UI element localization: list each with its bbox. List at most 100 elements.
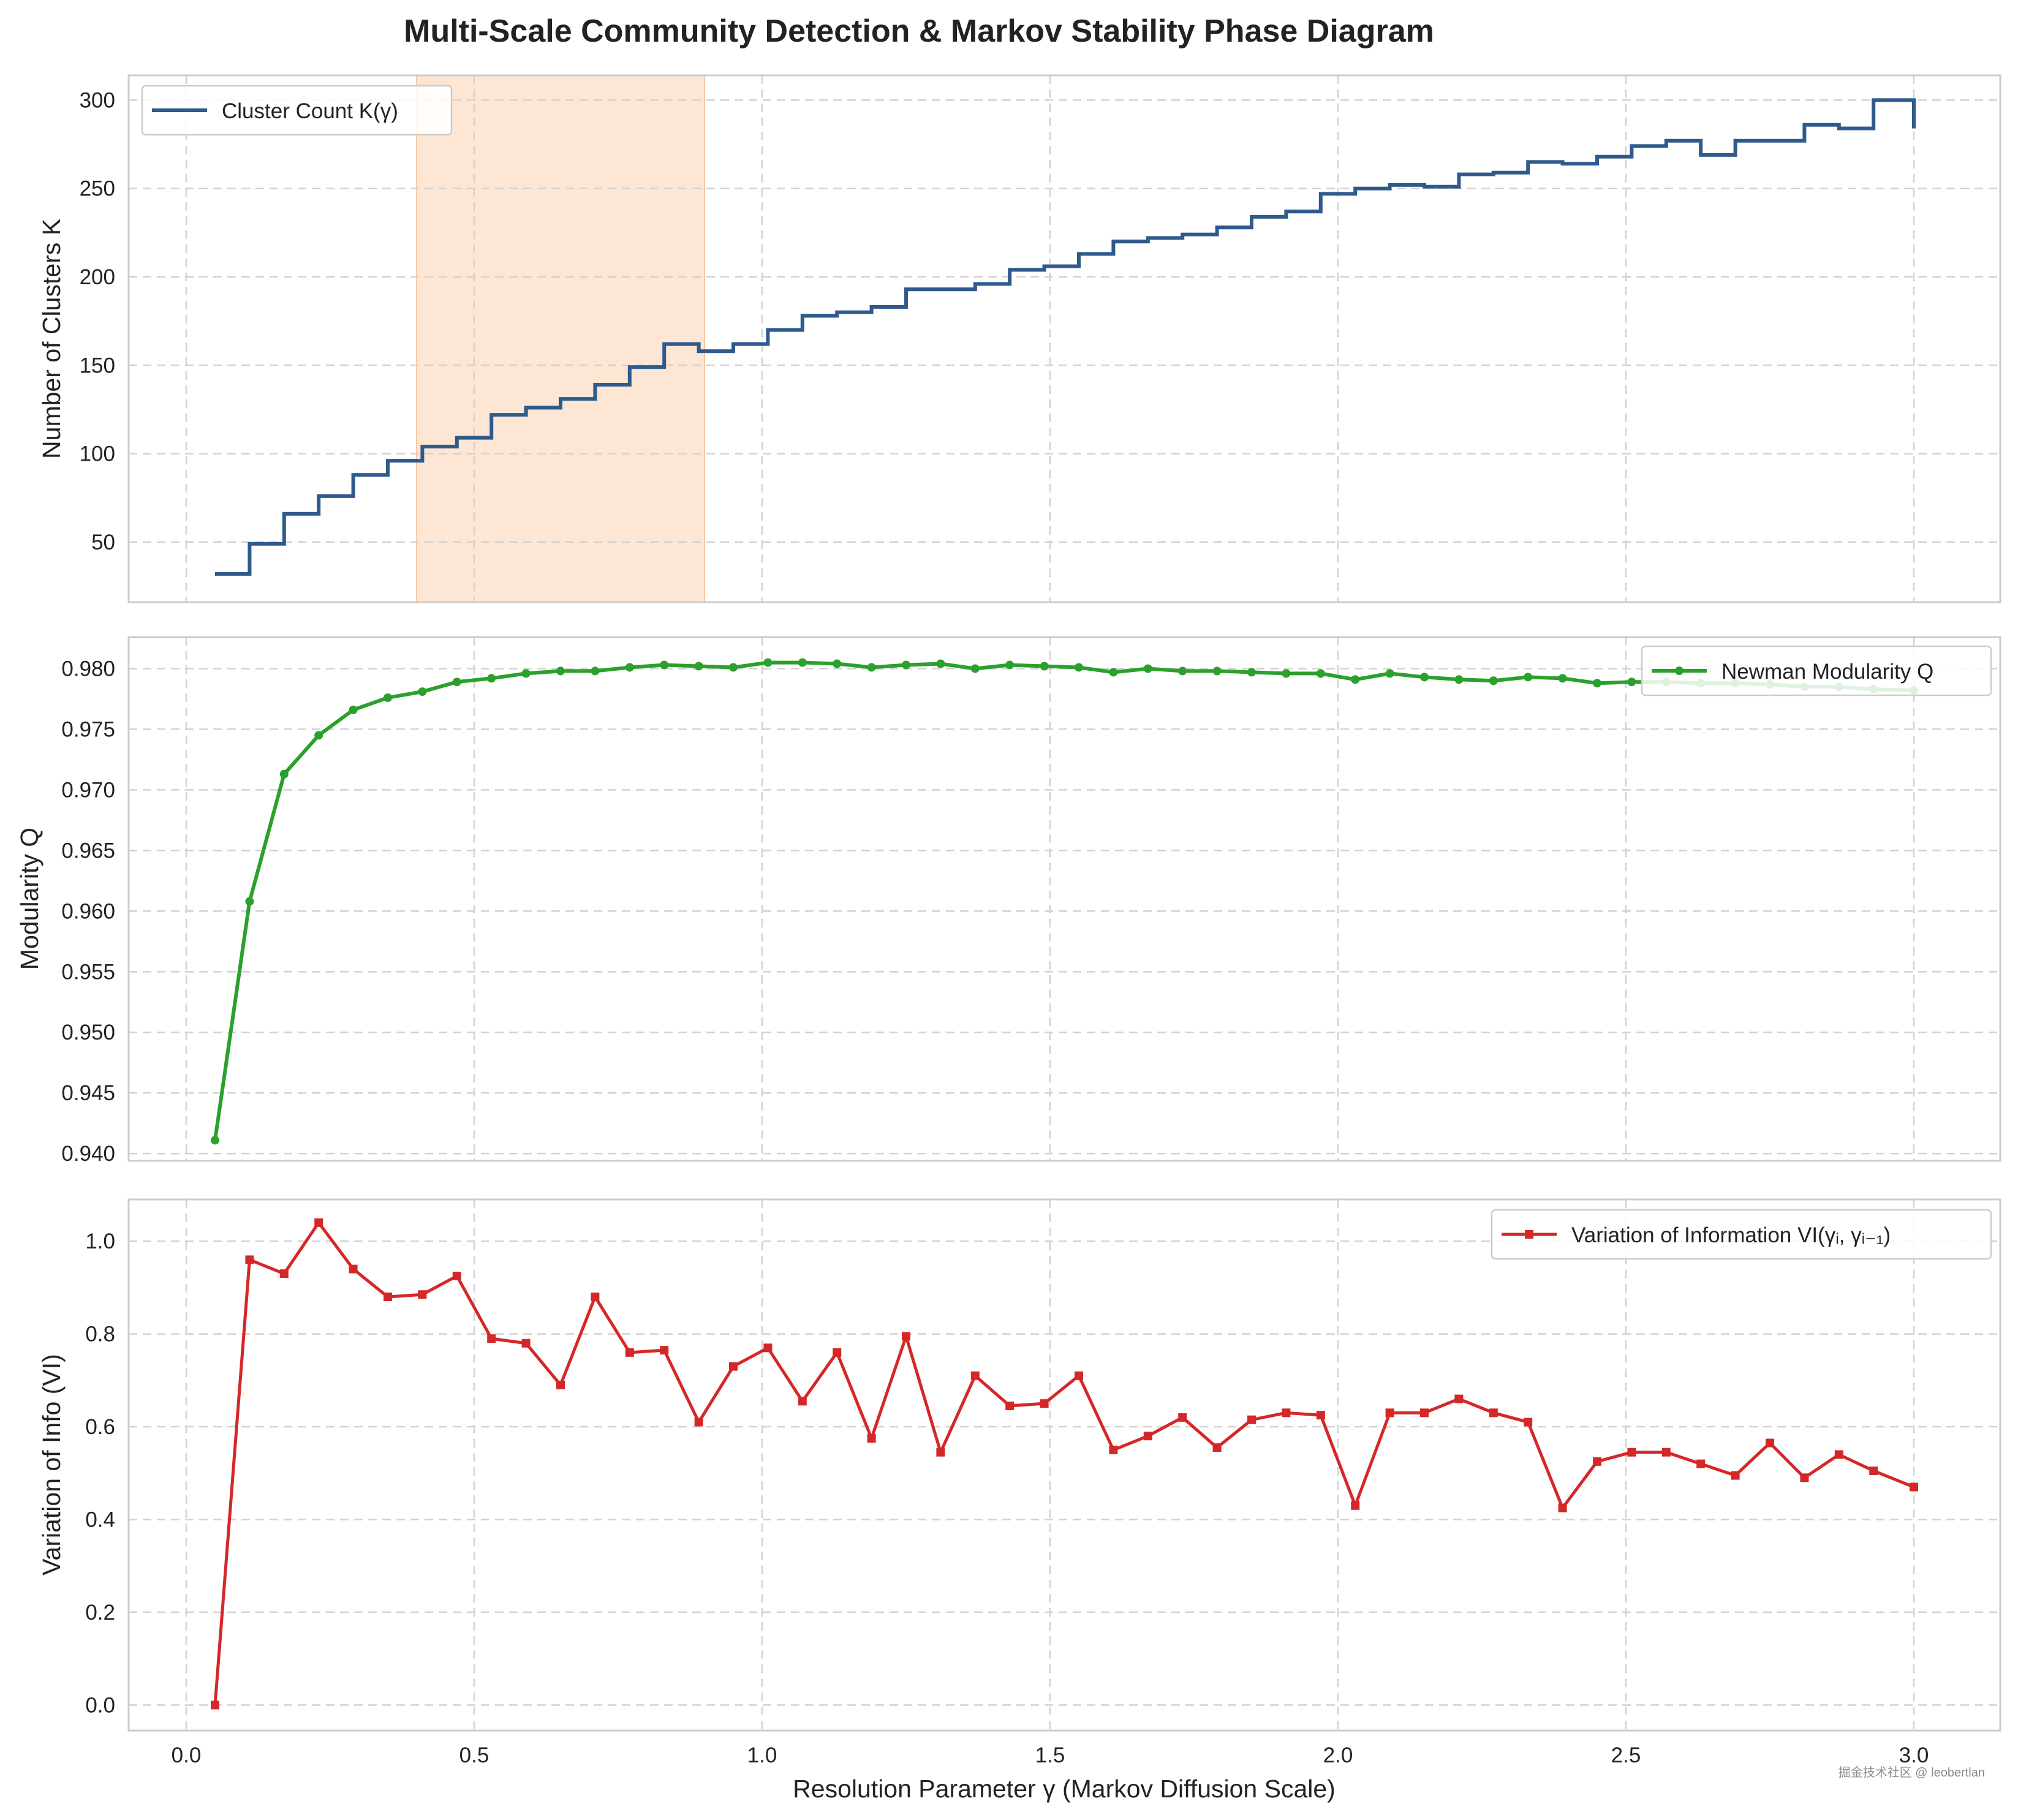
- x-axis-label: Resolution Parameter γ (Markov Diffusion…: [793, 1775, 1336, 1803]
- variation-of-information-point: [867, 1433, 876, 1443]
- modularity-point: [867, 663, 876, 672]
- modularity-plot-area: [129, 637, 2000, 1161]
- variation-of-information-point: [1247, 1415, 1256, 1424]
- variation-of-information-gridlines: [129, 1199, 2000, 1731]
- modularity-point: [729, 663, 738, 672]
- variation-of-information-point: [798, 1397, 807, 1406]
- modularity-y-tick-labels: 0.940 0.945 0.950 0.955 0.960 0.965 0.970 0.975…: [61, 657, 115, 1166]
- cluster-count-panel: 50 100 150 200 250 300 Number of Clusters K C…: [37, 74, 2001, 603]
- variation-of-information-point: [1109, 1445, 1118, 1454]
- variation-of-information-legend-marker: [1525, 1230, 1533, 1239]
- y-tick-label: 0.955: [61, 960, 115, 984]
- modularity-point: [487, 674, 496, 683]
- cluster-count-step-line: [215, 98, 1916, 576]
- variation-of-information-point: [970, 1371, 980, 1380]
- variation-of-information-point: [1558, 1503, 1567, 1512]
- y-tick-label: 0.970: [61, 778, 115, 802]
- y-tick-label: 0.8: [85, 1323, 115, 1346]
- modularity-point: [349, 705, 358, 714]
- modularity-point: [245, 897, 254, 906]
- modularity-point: [1489, 676, 1498, 685]
- cluster-count-legend-label: Cluster Count K(γ): [222, 99, 398, 123]
- modularity-point: [1316, 669, 1325, 678]
- variation-of-information-point: [1766, 1438, 1774, 1448]
- modularity-point: [1178, 666, 1187, 676]
- y-tick-label: 0.975: [61, 717, 115, 741]
- variation-of-information-point: [1385, 1408, 1394, 1418]
- variation-of-information-point: [1420, 1408, 1429, 1418]
- variation-of-information-point: [1869, 1466, 1878, 1475]
- highlighted-gamma-range: [416, 75, 705, 603]
- variation-of-information-point: [1834, 1450, 1843, 1459]
- modularity-point: [625, 663, 634, 672]
- x-tick-label: 1.5: [1035, 1743, 1065, 1767]
- modularity-point: [1351, 675, 1360, 684]
- modularity-y-axis-label: Modularity Q: [15, 828, 43, 970]
- variation-of-information-legend: Variation of Information VI(γᵢ, γᵢ₋₁): [1491, 1209, 1992, 1260]
- modularity-point: [833, 659, 842, 668]
- modularity-point: [418, 687, 427, 697]
- variation-of-information-point: [625, 1348, 634, 1357]
- variation-of-information-y-tick-labels: 0.0 0.2 0.4 0.6 0.8 1.0: [85, 1229, 115, 1717]
- modularity-point: [902, 660, 910, 670]
- variation-of-information-point: [1524, 1418, 1533, 1427]
- modularity-axes-frame: [127, 636, 2001, 1162]
- cluster-count-y-tick-labels: 50 100 150 200 250 300: [80, 88, 115, 554]
- modularity-point: [1627, 678, 1636, 687]
- variation-of-information-point: [279, 1269, 289, 1278]
- modularity-legend-box: [1641, 645, 1992, 697]
- variation-of-information-line: [213, 1221, 1914, 1705]
- x-tick-labels: 0.0 0.5 1.0 1.5 2.0 2.5 3.0: [172, 1743, 1929, 1767]
- variation-of-information-point: [729, 1362, 738, 1371]
- cluster-count-legend-box: [141, 85, 453, 136]
- modularity-point: [1212, 666, 1222, 676]
- variation-of-information-legend-box: [1491, 1209, 1992, 1260]
- modularity-point: [1040, 662, 1049, 671]
- variation-of-information-point: [1800, 1473, 1809, 1482]
- y-tick-label: 50: [91, 531, 115, 554]
- variation-of-information-point: [1316, 1411, 1325, 1420]
- variation-of-information-legend-label: Variation of Information VI(γᵢ, γᵢ₋₁): [1571, 1223, 1891, 1247]
- variation-of-information-point: [521, 1339, 531, 1348]
- x-tick-label: 1.0: [747, 1743, 777, 1767]
- modularity-line: [213, 660, 1914, 1141]
- x-tick-label: 2.0: [1323, 1743, 1353, 1767]
- y-tick-label: 0.960: [61, 899, 115, 923]
- shaded-region: [416, 75, 705, 603]
- modularity-point: [1143, 664, 1152, 673]
- variation-of-information-point: [1489, 1408, 1498, 1418]
- cluster-count-y-axis-label: Number of Clusters K: [37, 219, 66, 459]
- x-tick-label: 0.0: [172, 1743, 202, 1767]
- variation-of-information-point: [1351, 1501, 1360, 1510]
- modularity-legend-marker: [1675, 666, 1684, 675]
- modularity-point: [591, 666, 600, 676]
- y-tick-label: 200: [80, 265, 115, 289]
- variation-of-information-point: [245, 1255, 254, 1264]
- modularity-point: [1005, 660, 1015, 670]
- y-tick-label: 0.965: [61, 839, 115, 863]
- modularity-point: [279, 769, 289, 779]
- variation-of-information-point: [1178, 1413, 1187, 1422]
- variation-of-information-point: [763, 1343, 773, 1353]
- modularity-point: [1282, 669, 1291, 678]
- modularity-point: [763, 658, 773, 667]
- variation-of-information-point: [902, 1332, 910, 1341]
- variation-of-information-point: [211, 1701, 219, 1710]
- modularity-point: [694, 662, 703, 671]
- modularity-point: [970, 664, 980, 673]
- x-tick-label: 0.5: [459, 1743, 489, 1767]
- variation-of-information-point: [1661, 1448, 1671, 1457]
- y-tick-label: 0.6: [85, 1415, 115, 1439]
- variation-of-information-point: [660, 1346, 669, 1355]
- variation-of-information-point: [556, 1380, 565, 1389]
- variation-of-information-point: [1454, 1394, 1464, 1403]
- modularity-point: [1385, 669, 1394, 678]
- modularity-point: [452, 678, 461, 687]
- variation-of-information-point: [1282, 1408, 1291, 1418]
- y-tick-label: 300: [80, 88, 115, 112]
- variation-of-information-plot-area: [129, 1199, 2000, 1731]
- variation-of-information-point: [314, 1218, 323, 1227]
- modularity-point: [1524, 673, 1533, 682]
- variation-of-information-point: [1731, 1471, 1740, 1480]
